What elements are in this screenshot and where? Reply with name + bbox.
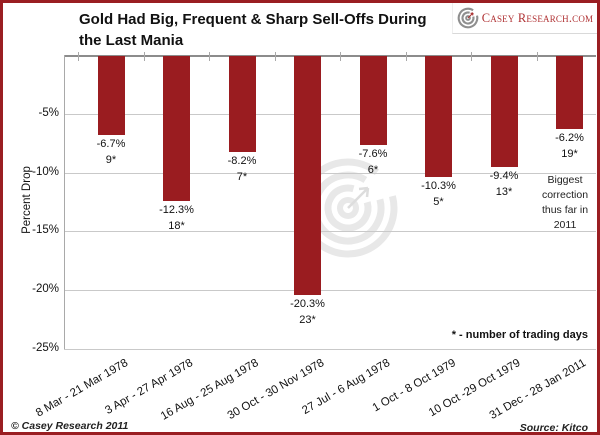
- axis-tick: [536, 52, 538, 61]
- y-axis-tick-label: -20%: [32, 283, 59, 296]
- biggest-correction-annotation: Biggest correction thus far in 2011: [528, 173, 597, 233]
- annotation-line: correction: [541, 189, 589, 201]
- axis-tick: [274, 52, 276, 61]
- gridline: [64, 231, 596, 233]
- annotation-line: thus far in: [541, 204, 589, 216]
- bar-value-label: -7.6%: [358, 148, 388, 161]
- bar: [97, 56, 125, 135]
- bar: [228, 56, 256, 153]
- copyright-text: © Casey Research 2011: [11, 420, 129, 432]
- casey-research-logo: Casey Research.com: [452, 3, 597, 34]
- bar-days-label: 18*: [168, 219, 185, 232]
- bar-days-label: 23*: [299, 313, 316, 326]
- bar: [556, 56, 583, 129]
- bar-days-label: 19*: [561, 147, 578, 160]
- bar: [294, 56, 321, 295]
- axis-tick: [143, 52, 145, 61]
- bar-value-label: -9.4%: [489, 169, 519, 182]
- bar-days-label: 13*: [495, 185, 513, 198]
- bar-days-label: 7*: [236, 171, 248, 184]
- logo-text: Casey Research.com: [481, 10, 594, 25]
- bar-value-label: -8.2%: [227, 155, 257, 168]
- y-axis-tick-label: -15%: [32, 224, 59, 237]
- bar-value-label: -12.3%: [159, 203, 194, 216]
- chart-title: Gold Had Big, Frequent & Sharp Sell-Offs…: [79, 9, 479, 51]
- trading-days-note: * - number of trading days: [451, 329, 588, 341]
- y-axis-line: [64, 55, 65, 349]
- annotation-line: 2011: [553, 219, 577, 231]
- bar-days-label: 5*: [433, 196, 444, 209]
- watermark-spiral-icon: [298, 158, 398, 258]
- axis-tick: [471, 52, 473, 61]
- axis-tick: [78, 52, 80, 61]
- annotation-line: Biggest: [547, 174, 583, 186]
- axis-tick: [209, 52, 211, 61]
- bar-value-label: -6.7%: [96, 137, 126, 150]
- bar: [425, 56, 452, 178]
- gridline: [64, 290, 596, 292]
- bar-value-label: -6.2%: [555, 131, 584, 144]
- gridline: [64, 172, 596, 174]
- axis-tick: [405, 52, 407, 61]
- bar-value-label: -10.3%: [421, 180, 456, 193]
- y-axis-tick-label: -10%: [32, 165, 59, 178]
- bar-value-label: -20.3%: [290, 297, 325, 310]
- chart-title-line2: the Last Mania: [79, 32, 184, 49]
- gridline: [64, 113, 596, 115]
- plot-area: -5% -10% -15% -20% -25% -6.7% 9* 8 Mar - 21 Mar…: [3, 3, 597, 432]
- bar-days-label: 6*: [367, 164, 379, 177]
- bar: [163, 56, 190, 201]
- gridline: [64, 349, 596, 350]
- source-text: Source: Kitco: [519, 422, 588, 434]
- y-axis-tick-label: -25%: [32, 342, 59, 354]
- y-axis-title: Percent Drop: [21, 166, 33, 234]
- chart-title-line1: Gold Had Big, Frequent & Sharp Sell-Offs…: [79, 11, 427, 28]
- bar: [359, 56, 387, 146]
- y-axis-tick-label: -5%: [38, 106, 59, 119]
- bar-days-label: 9*: [105, 153, 117, 166]
- logo-spiral-icon: [457, 7, 479, 29]
- bar: [490, 56, 518, 167]
- x-axis-zero-line: [64, 55, 596, 57]
- axis-tick: [340, 52, 342, 61]
